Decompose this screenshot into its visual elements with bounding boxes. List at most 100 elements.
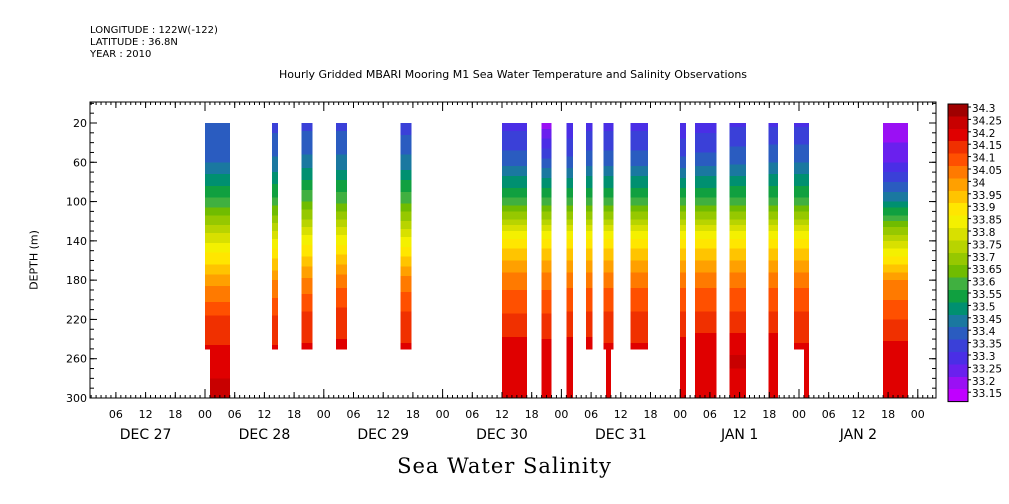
salinity-cell	[603, 305, 614, 309]
colorbar-swatch	[948, 339, 968, 353]
salinity-cell	[502, 150, 527, 154]
salinity-cell	[271, 168, 278, 171]
salinity-cell	[794, 231, 809, 234]
salinity-cell	[680, 168, 687, 171]
salinity-cell	[630, 240, 649, 244]
salinity-cell	[680, 150, 687, 154]
salinity-cell	[502, 146, 527, 150]
salinity-cell	[883, 201, 908, 205]
salinity-column	[209, 348, 230, 399]
salinity-cell	[794, 337, 809, 340]
salinity-cell	[680, 289, 687, 293]
salinity-cell	[729, 262, 747, 266]
salinity-cell	[680, 160, 687, 163]
salinity-cell	[336, 288, 348, 291]
salinity-cell	[336, 242, 348, 246]
salinity-cell	[541, 354, 552, 358]
salinity-cell	[768, 195, 779, 199]
salinity-cell	[301, 189, 313, 193]
x-tick-label: 18	[525, 408, 539, 421]
salinity-cell	[630, 193, 649, 197]
salinity-cell	[883, 252, 908, 256]
salinity-cell	[502, 193, 527, 197]
salinity-cell	[729, 386, 747, 389]
salinity-cell	[768, 144, 779, 148]
salinity-cell	[301, 146, 313, 150]
salinity-cell	[541, 388, 552, 391]
salinity-cell	[301, 215, 313, 218]
salinity-cell	[883, 270, 908, 273]
x-tick-label: 00	[673, 408, 687, 421]
salinity-cell	[794, 343, 809, 346]
colorbar-swatch	[948, 252, 968, 266]
salinity-cell	[566, 217, 573, 220]
salinity-cell	[502, 396, 527, 399]
salinity-cell	[695, 246, 717, 250]
salinity-cell	[630, 343, 649, 346]
salinity-cell	[768, 366, 779, 370]
salinity-cell	[271, 291, 278, 295]
salinity-cell	[400, 233, 412, 236]
salinity-cell	[400, 319, 412, 322]
salinity-cell	[794, 313, 809, 317]
salinity-cell	[541, 166, 552, 169]
salinity-cell	[502, 266, 527, 269]
salinity-cell	[541, 282, 552, 285]
salinity-cell	[794, 140, 809, 144]
salinity-cell	[566, 352, 573, 356]
salinity-cell	[768, 266, 779, 269]
salinity-cell	[209, 354, 230, 358]
salinity-cell	[301, 199, 313, 203]
salinity-cell	[729, 364, 747, 368]
salinity-cell	[301, 321, 313, 324]
salinity-cell	[630, 172, 649, 175]
salinity-cell	[271, 234, 278, 238]
salinity-cell	[502, 158, 527, 161]
longitude-label: LONGITUDE : 122W(-122)	[90, 25, 218, 36]
colorbar-tick-label: 34.1	[972, 153, 995, 165]
salinity-cell	[883, 215, 908, 218]
salinity-cell	[768, 396, 779, 399]
salinity-cell	[680, 350, 687, 354]
salinity-cell	[271, 128, 278, 132]
salinity-cell	[301, 181, 313, 185]
salinity-cell	[502, 309, 527, 313]
salinity-cell	[630, 223, 649, 226]
salinity-cell	[502, 366, 527, 370]
salinity-cell	[541, 382, 552, 385]
salinity-cell	[729, 291, 747, 295]
salinity-cell	[729, 193, 747, 197]
salinity-cell	[400, 272, 412, 275]
salinity-cell	[680, 242, 687, 246]
salinity-cell	[729, 181, 747, 185]
salinity-cell	[680, 282, 687, 285]
salinity-cell	[502, 156, 527, 159]
salinity-cell	[883, 207, 908, 211]
salinity-cell	[502, 364, 527, 368]
salinity-cell	[630, 341, 649, 344]
salinity-cell	[768, 301, 779, 305]
salinity-cell	[630, 268, 649, 271]
salinity-cell	[271, 331, 278, 334]
salinity-cell	[794, 297, 809, 301]
salinity-cell	[502, 179, 527, 183]
salinity-cell	[301, 134, 313, 138]
salinity-cell	[205, 293, 230, 297]
salinity-cell	[541, 144, 552, 148]
salinity-cell	[541, 236, 552, 240]
salinity-cell	[883, 325, 908, 328]
salinity-cell	[729, 213, 747, 216]
salinity-cell	[566, 286, 573, 289]
salinity-cell	[630, 288, 649, 291]
salinity-cell	[301, 201, 313, 205]
salinity-cell	[883, 323, 908, 326]
salinity-cell	[566, 295, 573, 299]
colorbar-tick-label: 33.75	[972, 239, 1002, 251]
salinity-cell	[566, 233, 573, 236]
salinity-cell	[768, 146, 779, 150]
salinity-cell	[205, 244, 230, 248]
salinity-cell	[695, 268, 717, 271]
colorbar-swatch	[948, 228, 968, 241]
salinity-cell	[883, 242, 908, 246]
salinity-cell	[301, 252, 313, 256]
